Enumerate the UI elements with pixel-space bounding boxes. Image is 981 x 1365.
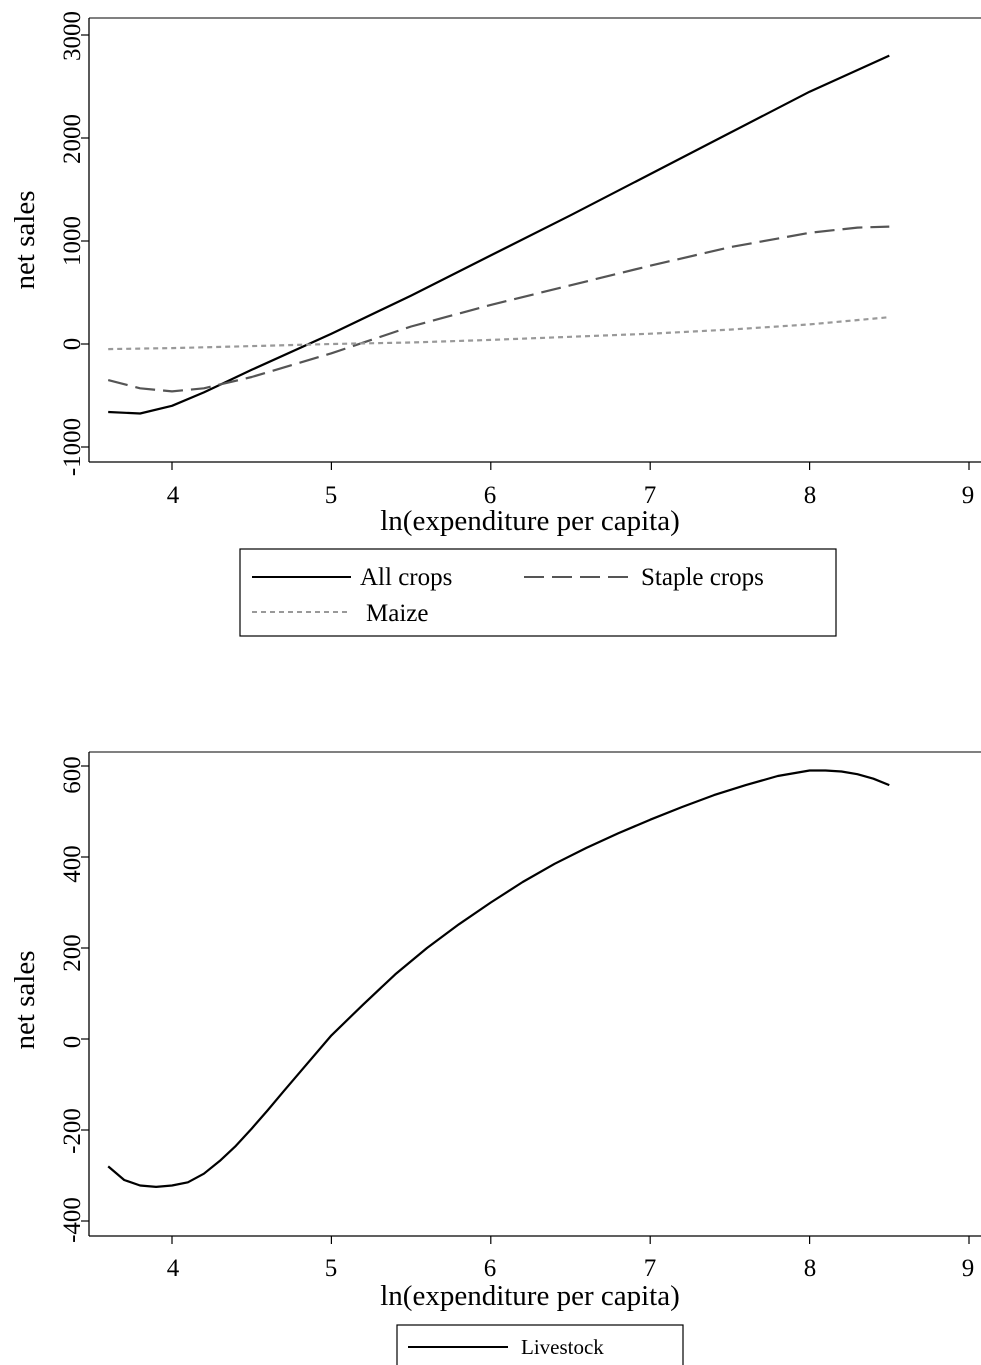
chart-1-x-ticks: 4 5 6 7 8 9	[167, 482, 975, 509]
y-tick-label: 2000	[59, 114, 86, 164]
legend-label-livestock: Livestock	[521, 1335, 604, 1359]
y-tick-label: 1000	[59, 216, 86, 266]
x-tick-label: 4	[167, 482, 180, 509]
x-tick-label: 8	[804, 1255, 817, 1282]
y-tick-label: 400	[59, 845, 86, 883]
chart-2-plot	[81, 751, 981, 1244]
legend-label-maize: Maize	[366, 600, 428, 627]
series-line-staple-crops	[107, 225, 890, 393]
chart-2-legend: Livestock	[396, 1324, 684, 1365]
y-tick-label: 3000	[59, 11, 86, 61]
series-line-maize	[108, 316, 890, 351]
x-tick-label: 7	[644, 482, 657, 509]
chart-2: 4 5 6 7 8 9 -400 -200 0 200 400 600 ln(e…	[9, 751, 981, 1365]
y-tick-label: 600	[59, 756, 86, 794]
y-tick-label: -400	[59, 1197, 86, 1243]
x-tick-label: 4	[167, 1255, 180, 1282]
chart-1-y-ticks: -1000 0 1000 2000 3000	[59, 11, 86, 476]
chart-1-legend: All crops Staple crops Maize	[239, 548, 837, 637]
y-axis-title: net sales	[9, 190, 41, 289]
x-tick-label: 9	[962, 1255, 975, 1282]
x-tick-label: 6	[484, 482, 497, 509]
x-tick-label: 7	[644, 1255, 657, 1282]
legend-label-all-crops: All crops	[360, 564, 452, 591]
legend-box	[239, 548, 837, 637]
y-tick-label: -200	[59, 1108, 86, 1154]
chart-2-y-ticks: -400 -200 0 200 400 600	[59, 756, 86, 1243]
y-axis-title: net sales	[9, 950, 41, 1049]
chart-1: 4 5 6 7 8 9 -1000 0 1000 2000 3000 ln(ex…	[9, 11, 981, 637]
x-axis-title: ln(expenditure per capita)	[380, 1280, 680, 1312]
series-line-livestock	[107, 769, 890, 1189]
y-tick-label: 200	[59, 934, 86, 972]
x-axis-title: ln(expenditure per capita)	[380, 505, 680, 537]
legend-box	[396, 1324, 684, 1365]
y-tick-label: -1000	[59, 418, 86, 476]
y-tick-label: 0	[59, 1036, 86, 1049]
x-tick-label: 9	[962, 482, 975, 509]
x-tick-label: 8	[804, 482, 817, 509]
chart-2-x-ticks: 4 5 6 7 8 9	[167, 1255, 975, 1282]
y-tick-label: 0	[59, 338, 86, 351]
legend-label-staple-crops: Staple crops	[641, 564, 764, 591]
x-tick-label: 6	[484, 1255, 497, 1282]
chart-1-plot	[81, 17, 981, 470]
x-tick-label: 5	[325, 1255, 338, 1282]
x-tick-label: 5	[325, 482, 338, 509]
series-line-all-crops	[108, 54, 890, 415]
